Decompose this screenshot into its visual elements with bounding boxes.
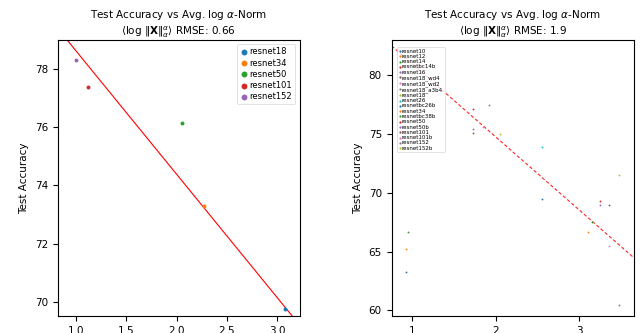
resnet34 [582,229,593,234]
resnet50b [595,202,605,207]
resnet101 [83,85,93,90]
resnet16 [467,127,477,132]
Title: Test Accuracy vs Avg. log $\alpha$-Norm
$\langle$log $\|\mathbf{X}\|_\alpha^\alp: Test Accuracy vs Avg. log $\alpha$-Norm … [424,8,601,40]
resnet12 [401,247,411,252]
resnet26 [537,144,547,150]
resnet18 [280,306,291,311]
resnet34 [198,203,209,208]
resnet50 [595,198,605,204]
resnetbc38b [587,219,597,225]
resnetbc26b [537,196,547,201]
resnet18_a3b4 [484,102,494,107]
resnet101 [604,202,614,207]
resnet18_wd2 [478,124,488,130]
Legend: resnet10, resnet12, resnet14, resnetbc14b, resnet16, resnet18_wd4, resnet18_wd2,: resnet10, resnet12, resnet14, resnetbc14… [397,47,445,152]
resnet18 [495,132,505,137]
resnet14 [403,229,413,234]
Y-axis label: Test Accuracy: Test Accuracy [353,143,363,214]
resnet152 [614,302,625,307]
resnet18_wd4 [467,130,477,136]
resnet152 [70,57,81,63]
resnetbc14b [467,107,477,112]
Title: Test Accuracy vs Avg. log $\alpha$-Norm
$\langle$log $\|\mathbf{X}\|_\alpha^\alp: Test Accuracy vs Avg. log $\alpha$-Norm … [90,8,267,40]
resnet101b [604,243,614,248]
resnet152b [614,172,625,178]
Y-axis label: Test Accuracy: Test Accuracy [19,143,29,214]
resnet50 [177,121,187,126]
Legend: resnet18, resnet34, resnet50, resnet101, resnet152: resnet18, resnet34, resnet50, resnet101,… [237,44,296,104]
resnet10 [401,269,411,274]
